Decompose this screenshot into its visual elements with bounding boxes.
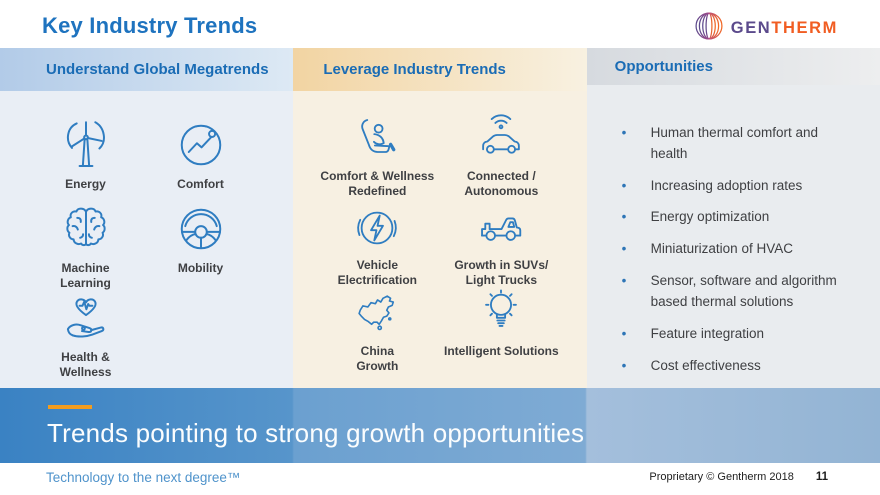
bullet-item: Sensor, software and algorithm based the… (620, 271, 854, 313)
trend-item-comfort-wellness: Comfort & Wellness Redefined (315, 113, 439, 202)
trend-item-intelligent-solutions: Intelligent Solutions (439, 288, 563, 373)
trend-item-label: Vehicle Electrification (337, 258, 417, 287)
trend-item-label: Intelligent Solutions (443, 344, 559, 358)
banner-text: Trends pointing to strong growth opportu… (47, 418, 585, 448)
pickup-truck-icon (475, 202, 527, 254)
trend-item-mobility: Mobility (143, 201, 258, 290)
column-header-industry-trends: Leverage Industry Trends (293, 48, 587, 91)
bullet-item: Increasing adoption rates (620, 176, 854, 197)
trend-item-connected-autonomous: Connected / Autonomous (439, 113, 563, 202)
trend-item-suv-growth: Growth in SUVs/ Light Trucks (439, 202, 563, 288)
footer-proprietary: Proprietary © Gentherm 2018 (649, 471, 794, 483)
trend-item-label: Health & Wellness (59, 350, 112, 379)
opportunity-list: Human thermal comfort and health Increas… (587, 85, 880, 377)
trend-item-label: Energy (65, 177, 106, 191)
column-body-opportunities: Human thermal comfort and health Increas… (586, 84, 880, 388)
hand-heart-icon (58, 290, 114, 346)
trend-item-label: Comfort (177, 177, 224, 191)
wind-turbine-icon (58, 117, 114, 173)
column-megatrends: Understand Global Megatrends (0, 48, 294, 388)
logo-text-therm: THERM (771, 19, 838, 37)
trend-item-label: Machine Learning (60, 261, 111, 290)
trend-item-label: Comfort & Wellness Redefined (320, 169, 435, 198)
trend-item-vehicle-electrification: Vehicle Electrification (315, 202, 439, 288)
footer: Technology to the next degree™ Proprieta… (0, 463, 880, 495)
trend-item-comfort: Comfort (143, 117, 258, 201)
logo-wordmark: GENTHERM (731, 19, 838, 38)
gentherm-globe-icon (694, 11, 724, 46)
trend-item-label: Growth in SUVs/ Light Trucks (454, 258, 549, 287)
footer-page-number: 11 (815, 471, 828, 483)
bullet-item: Feature integration (620, 324, 854, 345)
trend-item-label: China Growth (356, 344, 399, 373)
bullet-item: Human thermal comfort and health (620, 123, 854, 165)
column-header-opportunities: Opportunities (586, 48, 880, 85)
banner-accent-dash (48, 405, 92, 409)
trend-item-label: Mobility (177, 261, 224, 275)
lightbulb-icon (475, 288, 527, 340)
trend-item-label: Connected / Autonomous (464, 169, 539, 198)
page-title: Key Industry Trends (42, 13, 258, 38)
steering-wheel-icon (173, 201, 229, 257)
summary-banner: Trends pointing to strong growth opportu… (0, 388, 880, 463)
column-body-megatrends: Energy Comfort (0, 91, 294, 388)
electric-bolt-icon (351, 202, 403, 254)
bullet-item: Energy optimization (620, 207, 854, 228)
bullet-item: Cost effectiveness (620, 356, 854, 377)
logo-text-gen: GEN (730, 19, 772, 37)
column-body-industry-trends: Comfort & Wellness Redefined (293, 91, 587, 388)
trend-item-energy: Energy (28, 117, 143, 201)
columns: Understand Global Megatrends (0, 48, 880, 388)
bullet-item: Miniaturization of HVAC (620, 239, 854, 260)
connected-car-icon (475, 113, 527, 165)
gentherm-logo: GENTHERM (694, 11, 838, 46)
column-industry-trends: Leverage Industry Trends Comfort & W (293, 48, 587, 388)
china-map-icon (351, 288, 403, 340)
brain-icon (58, 201, 114, 257)
car-seat-icon (351, 113, 403, 165)
column-opportunities: Opportunities Human thermal comfort and … (586, 48, 880, 388)
comfort-trend-icon (173, 117, 229, 173)
column-header-megatrends: Understand Global Megatrends (0, 48, 294, 91)
trend-item-health-wellness: Health & Wellness (28, 290, 143, 379)
trend-item-china-growth: China Growth (315, 288, 439, 373)
trend-item-machine-learning: Machine Learning (28, 201, 143, 290)
footer-tagline: Technology to the next degree™ (46, 469, 241, 485)
